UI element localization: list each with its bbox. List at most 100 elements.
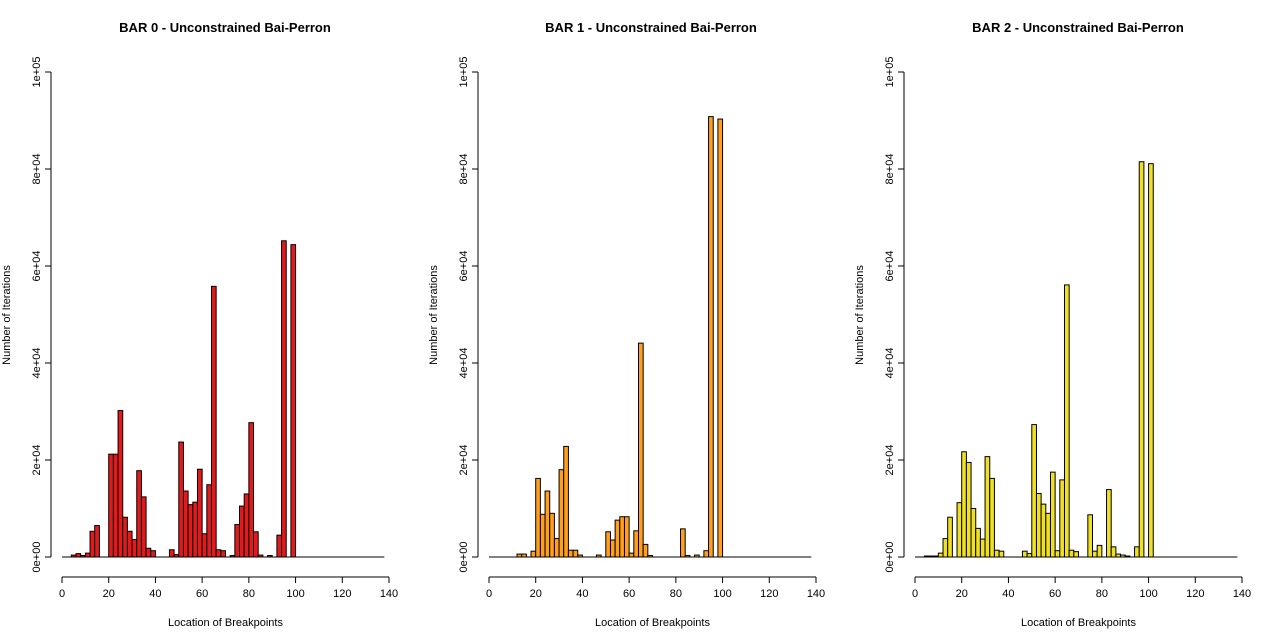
histogram-bar <box>145 547 152 558</box>
histogram-bar <box>210 285 217 558</box>
y-tick-label: 4e+04 <box>31 348 43 379</box>
x-tick-label: 0 <box>59 588 65 600</box>
histogram-bar <box>956 502 963 558</box>
x-tick-label: 60 <box>196 588 208 600</box>
x-tick-label: 20 <box>103 588 115 600</box>
histogram-bar <box>633 530 639 558</box>
histogram-bar <box>136 470 142 558</box>
histogram-bar <box>1049 471 1056 558</box>
histogram-bar <box>1138 161 1145 558</box>
histogram-bar <box>989 477 995 558</box>
y-tick-label: 6e+04 <box>884 251 896 282</box>
histogram-bar <box>117 410 124 558</box>
histogram-bar <box>1026 553 1033 558</box>
y-tick-label: 1e+05 <box>31 57 43 88</box>
histogram-bar <box>637 342 644 558</box>
histogram-bar <box>947 516 953 558</box>
histogram-bar <box>539 513 546 558</box>
y-tick-label: 6e+04 <box>31 251 43 282</box>
histogram-bar <box>253 531 259 558</box>
histogram-bar <box>1054 550 1061 558</box>
histogram-bar <box>535 477 541 558</box>
histogram-bar <box>108 453 114 558</box>
histogram-bar <box>942 538 949 558</box>
chart-panel-2: BAR 2 - Unconstrained Bai-Perron 0 20 40 60 8… <box>854 20 1251 629</box>
histogram-bar <box>1059 479 1065 558</box>
histogram-bar <box>998 550 1005 558</box>
x-axis-label: Location of Breakpoints <box>595 617 710 629</box>
histogram-bar <box>1110 546 1117 558</box>
x-tick-label: 40 <box>576 588 588 600</box>
histogram-bar <box>970 508 977 558</box>
x-tick-label: 80 <box>243 588 255 600</box>
y-axis-label: Number of Iterations <box>854 265 866 365</box>
histogram-bar <box>182 490 189 558</box>
histogram-bar <box>239 505 245 558</box>
x-tick-label: 20 <box>530 588 542 600</box>
histogram-bar <box>196 468 203 558</box>
x-tick-label: 100 <box>286 588 304 600</box>
chart-panel-1: BAR 1 - Unconstrained Bai-Perron 0 20 40 60 8… <box>428 20 825 629</box>
histogram-bar <box>1063 284 1070 558</box>
histogram-bar <box>530 550 537 558</box>
y-tick-label: 2e+04 <box>458 445 470 476</box>
histogram-bar <box>1021 550 1028 558</box>
y-tick-label: 0e+00 <box>884 542 896 573</box>
histogram-bar <box>1068 549 1075 558</box>
histogram-bar <box>215 549 222 558</box>
histogram-bar <box>619 516 625 558</box>
x-tick-label: 0 <box>486 588 492 600</box>
x-tick-label: 20 <box>956 588 968 600</box>
histogram-bar <box>140 496 147 558</box>
histogram-bar <box>1031 424 1037 558</box>
histogram-bar <box>112 453 119 558</box>
y-tick-label: 8e+04 <box>458 154 470 185</box>
y-axis-label: Number of Iterations <box>428 265 440 365</box>
histogram-bar <box>703 550 710 558</box>
chart-title: BAR 0 - Unconstrained Bai-Perron <box>119 20 331 35</box>
histogram-bar <box>168 549 175 558</box>
x-tick-label: 0 <box>912 588 918 600</box>
x-axis-label: Location of Breakpoints <box>1021 617 1136 629</box>
histogram-bar <box>1092 550 1098 558</box>
histogram-bar <box>192 501 198 558</box>
x-tick-label: 80 <box>1096 588 1108 600</box>
x-tick-label: 120 <box>333 588 351 600</box>
chart-title: BAR 2 - Unconstrained Bai-Perron <box>972 20 1184 35</box>
x-tick-label: 40 <box>1002 588 1014 600</box>
histogram-bar <box>717 118 724 558</box>
histogram-bar <box>544 490 551 558</box>
histogram-bar <box>1035 492 1042 558</box>
histogram-bar <box>234 524 241 558</box>
histogram-bar <box>979 538 986 558</box>
histogram-bar <box>243 493 250 558</box>
histogram-bar <box>201 533 208 558</box>
histogram-bar <box>1106 489 1112 558</box>
histogram-bar <box>609 539 616 558</box>
histogram-bar <box>187 504 194 558</box>
x-tick-label: 120 <box>1186 588 1204 600</box>
histogram-bar <box>206 484 212 558</box>
y-tick-label: 6e+04 <box>458 251 470 282</box>
y-tick-label: 0e+00 <box>31 542 43 573</box>
histogram-bar <box>1096 544 1103 558</box>
histogram-bar <box>605 531 611 558</box>
y-tick-label: 2e+04 <box>884 445 896 476</box>
histogram-bar <box>281 240 287 558</box>
x-tick-label: 140 <box>1233 588 1251 600</box>
histogram-bar <box>131 539 138 558</box>
histogram-bar <box>965 461 972 558</box>
histogram-bar <box>628 552 635 558</box>
y-axis-label: Number of Iterations <box>1 265 13 365</box>
x-tick-label: 120 <box>760 588 778 600</box>
histogram-bar <box>126 530 133 558</box>
histogram-bar <box>1040 503 1047 558</box>
histogram-bar <box>961 451 967 558</box>
histogram-bar <box>248 422 255 558</box>
histogram-bar <box>993 549 1000 558</box>
x-tick-label: 100 <box>713 588 731 600</box>
histogram-bar <box>984 456 991 558</box>
histogram-bar <box>1148 163 1154 558</box>
y-tick-label: 8e+04 <box>31 154 43 185</box>
